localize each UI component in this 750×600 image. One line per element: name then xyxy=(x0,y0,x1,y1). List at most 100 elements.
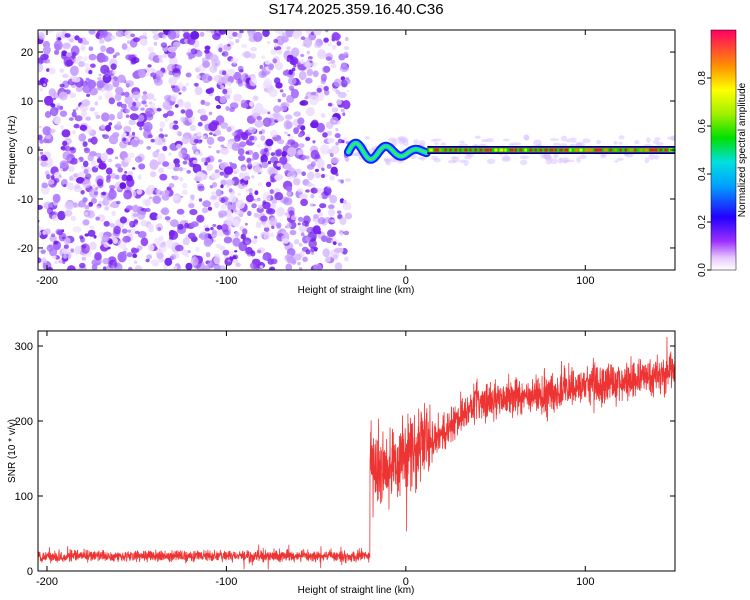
noise-blob xyxy=(73,173,79,178)
noise-blob xyxy=(208,111,213,116)
noise-blob xyxy=(81,165,85,169)
noise-blob xyxy=(149,171,157,178)
noise-blob xyxy=(310,61,318,67)
noise-blob xyxy=(61,30,67,33)
noise-blob xyxy=(301,171,307,176)
noise-blob xyxy=(266,117,276,126)
noise-blob xyxy=(225,30,235,39)
noise-blob xyxy=(127,229,131,233)
signal-halo xyxy=(654,154,659,160)
noise-blob xyxy=(228,194,237,203)
noise-blob xyxy=(181,249,189,256)
noise-blob xyxy=(77,37,83,44)
noise-blob xyxy=(170,254,177,260)
noise-blob xyxy=(332,44,337,50)
noise-blob xyxy=(129,220,136,228)
signal-halo xyxy=(618,135,625,140)
noise-blob xyxy=(217,79,223,86)
noise-blob xyxy=(297,81,302,86)
noise-blob xyxy=(152,150,159,158)
noise-blob xyxy=(38,134,43,141)
noise-blob xyxy=(276,207,285,217)
signal-halo xyxy=(519,155,530,159)
signal-halo xyxy=(648,153,655,160)
noise-blob xyxy=(88,201,93,207)
noise-blob xyxy=(80,45,86,51)
noise-blob xyxy=(131,131,136,136)
noise-blob xyxy=(132,101,137,107)
steady-line-peak xyxy=(589,148,593,152)
signal-halo xyxy=(463,159,469,166)
noise-blob xyxy=(293,178,301,186)
noise-blob xyxy=(253,212,259,218)
signal-halo xyxy=(434,138,442,142)
noise-blob xyxy=(251,238,258,245)
noise-blob xyxy=(89,225,95,230)
steady-line-peak xyxy=(659,148,663,152)
noise-blob xyxy=(221,196,229,202)
noise-blob xyxy=(124,96,133,105)
noise-blob xyxy=(207,263,212,267)
noise-blob xyxy=(183,38,189,43)
noise-blob xyxy=(313,263,322,270)
figure-title: S174.2025.359.16.40.C36 xyxy=(268,1,443,18)
noise-blob xyxy=(121,228,128,234)
noise-blob xyxy=(63,184,67,188)
noise-blob xyxy=(141,100,147,105)
snr-x-tick-label: -200 xyxy=(36,576,58,588)
noise-blob xyxy=(144,107,155,118)
noise-blob xyxy=(258,182,262,187)
noise-blob xyxy=(345,178,351,182)
noise-blob xyxy=(106,174,112,180)
noise-blob xyxy=(306,226,316,234)
snr-y-tick-label: 200 xyxy=(15,416,33,428)
noise-blob xyxy=(110,35,116,40)
noise-blob xyxy=(179,177,184,182)
noise-blob xyxy=(229,250,235,256)
noise-blob xyxy=(321,174,325,178)
signal-halo xyxy=(417,156,424,160)
noise-blob xyxy=(108,189,117,200)
noise-blob xyxy=(327,186,331,189)
noise-blob xyxy=(275,115,285,122)
noise-blob xyxy=(136,189,143,195)
noise-blob xyxy=(204,49,210,54)
noise-blob xyxy=(148,101,153,105)
noise-blob xyxy=(65,59,74,67)
noise-blob xyxy=(274,30,284,35)
noise-blob xyxy=(159,173,168,181)
noise-blob xyxy=(206,136,215,145)
noise-blob xyxy=(240,233,246,240)
steady-line-peak xyxy=(544,148,548,152)
noise-blob xyxy=(115,52,120,56)
steady-line-peak xyxy=(469,148,472,152)
noise-blob xyxy=(93,111,99,116)
steady-line-peak xyxy=(534,148,537,152)
noise-blob xyxy=(69,175,74,181)
noise-blob xyxy=(277,139,285,145)
noise-blob xyxy=(218,159,222,163)
noise-blob xyxy=(182,182,188,189)
noise-blob xyxy=(98,162,107,170)
noise-blob xyxy=(152,33,160,41)
noise-blob xyxy=(237,192,242,196)
noise-blob xyxy=(226,68,236,77)
noise-blob xyxy=(312,140,316,144)
noise-blob xyxy=(103,220,110,227)
noise-blob xyxy=(237,65,244,73)
noise-blob xyxy=(82,179,91,189)
noise-blob xyxy=(310,121,319,129)
noise-blob xyxy=(323,85,329,92)
noise-blob xyxy=(156,214,163,220)
noise-blob xyxy=(342,112,346,116)
noise-blob xyxy=(328,204,335,210)
noise-blob xyxy=(332,120,337,123)
noise-blob xyxy=(178,101,186,108)
noise-blob xyxy=(222,249,230,256)
colorbar-tick-label: 0.0 xyxy=(697,263,708,277)
noise-blob xyxy=(72,109,77,113)
noise-blob xyxy=(40,53,49,61)
noise-blob xyxy=(252,95,259,101)
noise-blob xyxy=(59,160,69,168)
noise-blob xyxy=(84,211,89,216)
